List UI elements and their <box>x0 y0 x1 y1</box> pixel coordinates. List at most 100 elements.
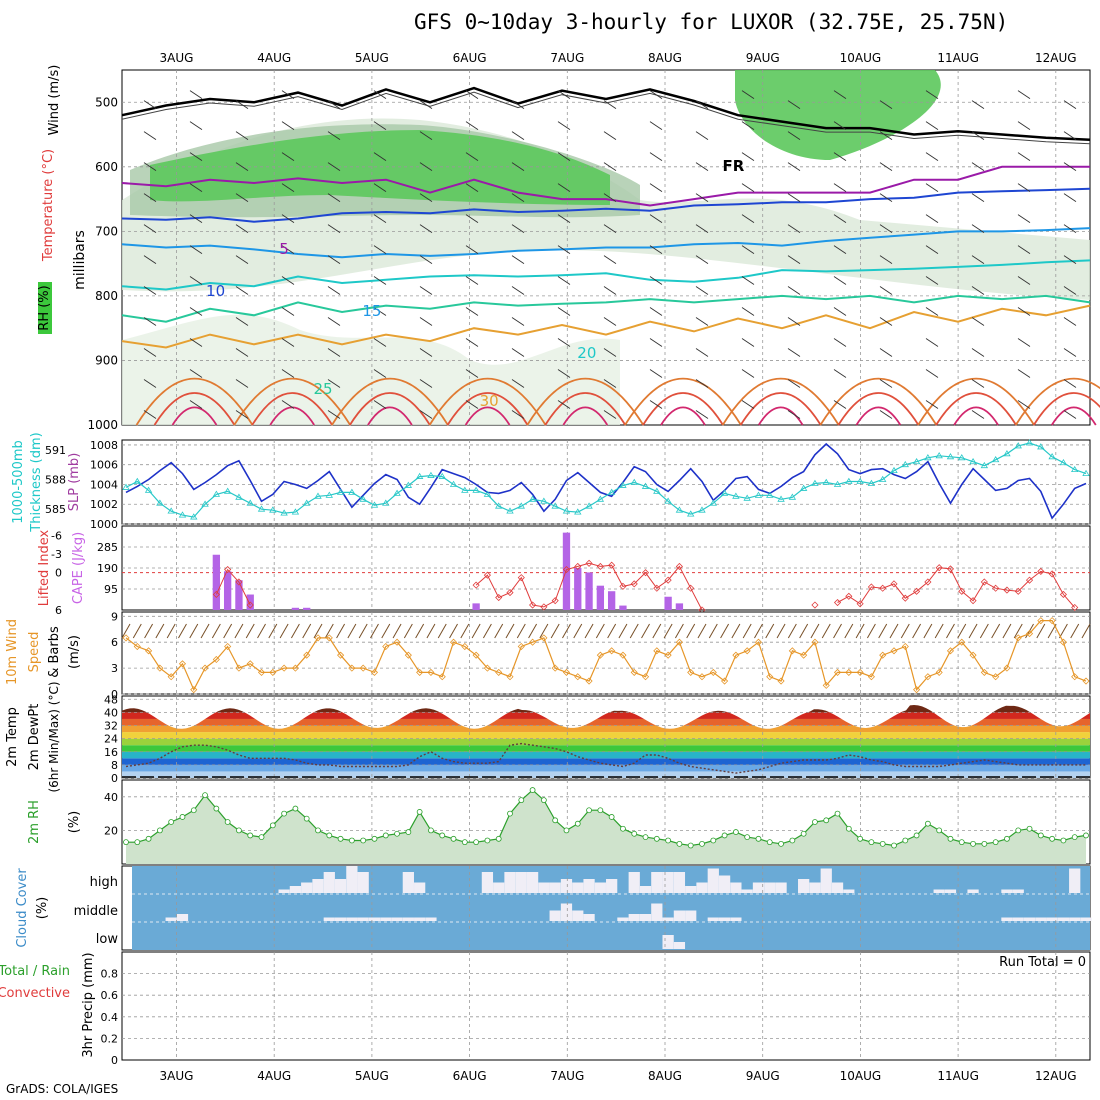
wind-barb <box>511 100 525 110</box>
rh-point <box>902 837 909 844</box>
wind-barb <box>925 276 939 285</box>
wind-speed-point <box>280 664 288 672</box>
thickness-point <box>1014 442 1022 449</box>
credit-label: GrADS: COLA/IGES <box>6 1082 119 1096</box>
wind-speed-point <box>833 668 842 676</box>
cape-tick-label: 190 <box>97 562 118 575</box>
wind-barb-10m <box>957 623 967 639</box>
wind-barb-10m <box>720 623 730 639</box>
rh-band-moist-upper <box>735 70 941 160</box>
thickness-point <box>630 478 638 485</box>
wind-barb <box>511 224 525 233</box>
wind-speed-point <box>145 647 153 655</box>
cloud-clear-cell <box>414 882 426 893</box>
thickness-point <box>382 499 390 506</box>
wind-barb <box>419 286 433 295</box>
lifted-index-point <box>608 561 616 569</box>
wind-barb-10m <box>584 623 594 639</box>
cloud-clear-cell <box>673 910 686 921</box>
wind-barb <box>603 348 617 357</box>
wind-barb-10m <box>866 623 876 639</box>
thickness-point <box>732 492 740 499</box>
wind-speed-line <box>125 619 1087 692</box>
rh-point <box>473 839 480 846</box>
cloud-clear-cell <box>301 882 313 893</box>
wind-speed-point <box>269 668 277 676</box>
cloud-clear-cell <box>391 917 403 921</box>
thickness-point <box>551 502 559 509</box>
rh-point <box>439 832 446 839</box>
thickness-point <box>878 475 887 482</box>
wind-barb-10m <box>415 623 425 639</box>
rh-point <box>315 827 321 834</box>
lifted-index-point <box>867 583 875 591</box>
rh-point <box>1083 832 1089 839</box>
rh-point <box>970 840 976 847</box>
bottom-date-label: 3AUG <box>160 1069 194 1083</box>
surface-isotherm-arc <box>171 406 218 426</box>
wind-speed-point <box>235 664 243 672</box>
precip-tick-label: 0 <box>111 1054 118 1067</box>
wind-speed-point <box>337 651 345 659</box>
wind-barb <box>143 348 157 357</box>
wind-barb <box>327 100 341 110</box>
lifted-index-point <box>235 578 243 586</box>
cloud-clear-cell <box>1069 917 1081 921</box>
wind-barb <box>833 245 847 254</box>
wind-barb-10m <box>550 623 560 639</box>
rh-point <box>823 817 830 824</box>
thickness-point <box>709 499 718 506</box>
wind-barb <box>971 348 985 357</box>
temp-band <box>122 771 1090 778</box>
wind-barb <box>373 214 387 223</box>
rh-point <box>450 835 457 842</box>
wind-barb <box>925 214 939 223</box>
cape-tick-label: 285 <box>97 541 118 554</box>
wind-barb <box>419 131 433 141</box>
thickness-point <box>393 489 401 496</box>
isotherm-label: 25 <box>314 380 333 398</box>
wind-barb-10m <box>449 623 458 639</box>
wind-barb <box>925 369 939 378</box>
wind-tick-label: 0 <box>111 688 118 701</box>
wind-speed-point <box>754 638 763 646</box>
wind-barb-10m <box>708 623 718 639</box>
wind-barb <box>419 317 433 326</box>
thickness-point <box>359 495 367 502</box>
freezing-level-line <box>121 86 1091 141</box>
wind-barb <box>833 338 847 347</box>
wind-barb <box>833 183 847 192</box>
thickness-point <box>133 477 142 484</box>
thickness-point <box>698 506 706 513</box>
thickness-point <box>212 490 221 497</box>
wind-barb-10m <box>460 623 470 639</box>
thickness-point <box>958 454 966 461</box>
top-date-label: 8AUG <box>648 51 682 65</box>
wind-barb <box>189 307 203 316</box>
wind-barb <box>879 255 893 264</box>
temp-tick-label: 8 <box>111 759 118 772</box>
wind-barb <box>235 348 249 357</box>
wind-speed-point <box>608 647 616 655</box>
bottom-date-label: 9AUG <box>746 1069 780 1083</box>
thickness-point <box>799 484 808 491</box>
wind-barb <box>143 286 157 295</box>
wind-barb <box>1017 338 1031 347</box>
cloud-clear-cell <box>493 882 505 893</box>
wind-barb-10m <box>403 623 413 639</box>
surface-isotherm-arc <box>660 406 706 426</box>
wind-barb <box>557 338 571 347</box>
rh-point <box>292 805 299 812</box>
precip-panel-frame <box>121 951 1091 1061</box>
rh-point <box>405 829 412 835</box>
lifted-index-tick-label: -6 <box>51 529 62 542</box>
wind-barb <box>189 369 203 378</box>
wind-barb <box>833 152 847 162</box>
wind-barb <box>649 214 663 223</box>
wind-barb-10m <box>912 623 922 639</box>
thickness-point <box>483 490 492 497</box>
rh-point <box>710 837 717 844</box>
isotherm-25 <box>121 294 1091 323</box>
wind-barb-10m <box>505 623 515 639</box>
wind-barb <box>1017 152 1031 162</box>
